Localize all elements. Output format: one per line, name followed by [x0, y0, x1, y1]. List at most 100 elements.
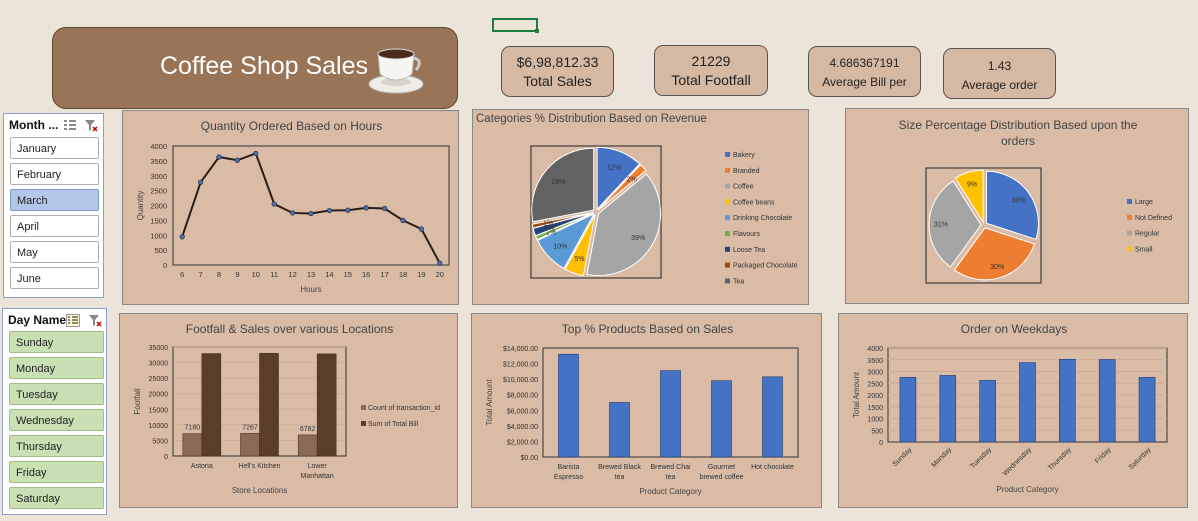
kpi-label: Total Sales — [523, 73, 592, 89]
data-point — [271, 201, 277, 207]
legend-swatch — [1127, 230, 1132, 236]
products-chart-panel[interactable]: Top % Products Based on Sales $0.00 $2,00… — [471, 313, 822, 508]
y-tick-label: 4000 — [867, 346, 883, 353]
bar — [1098, 359, 1116, 443]
multi-select-icon[interactable] — [63, 119, 77, 132]
y-tick-label: 2000 — [867, 393, 883, 400]
products-bar-chart: $0.00 $2,000.00 $4,000.00 $6,000.00 $8,000.0… — [485, 346, 799, 496]
bar — [899, 377, 917, 443]
month-item-june[interactable]: June — [10, 267, 99, 289]
month-slicer-header: Month ... — [9, 118, 59, 132]
bar — [201, 353, 222, 457]
bar — [558, 353, 579, 458]
data-point — [382, 205, 388, 212]
data-label: 9% — [967, 182, 977, 189]
y-tick-label: 30000 — [149, 361, 169, 368]
data-label: 30% — [990, 264, 1004, 271]
y-tick-label: 3000 — [150, 172, 167, 181]
y-tick-label: 2500 — [150, 187, 167, 196]
x-tick-label: tea — [615, 474, 625, 481]
data-point — [363, 205, 369, 211]
y-tick-label: $4,000.00 — [507, 424, 538, 431]
bar — [240, 433, 260, 457]
day-item-tuesday[interactable]: Tuesday — [9, 383, 104, 405]
kpi-value: 4.686367191 — [829, 56, 900, 70]
day-item-monday[interactable]: Monday — [9, 357, 104, 379]
kpi-total-footfall: 21229 Total Footfall — [654, 45, 768, 96]
legend-entry: Coffee beans — [733, 199, 775, 206]
y-tick-label: 1500 — [150, 216, 167, 225]
legend-entry: Branded — [733, 168, 760, 175]
clear-filter-icon[interactable] — [84, 119, 98, 132]
month-item-february[interactable]: February — [10, 163, 99, 185]
data-label: 6782 — [300, 426, 316, 433]
bar — [297, 434, 318, 457]
locations-chart-panel[interactable]: Footfall & Sales over various Locations … — [119, 313, 458, 508]
data-label: 5% — [574, 256, 584, 263]
day-item-sunday[interactable]: Sunday — [9, 331, 104, 353]
y-tick-label: 20000 — [149, 392, 169, 399]
legend-swatch — [725, 231, 730, 236]
kpi-label: Total Footfall — [671, 72, 751, 88]
legend-entry: Large — [1135, 199, 1153, 206]
categories-pie-panel[interactable]: Categories % Distribution Based on Reven… — [472, 109, 809, 305]
data-point — [179, 234, 185, 240]
x-tick-label: Wednesday — [1002, 446, 1033, 477]
legend-entry: Loose Tea — [733, 247, 765, 254]
day-item-wednesday[interactable]: Wednesday — [9, 409, 104, 431]
chart-title: Quantity Ordered Based on Hours — [200, 119, 383, 133]
x-tick-label: 18 — [399, 270, 407, 279]
month-item-january[interactable]: January — [10, 137, 99, 159]
legend-swatch — [1127, 214, 1132, 220]
legend-swatch — [725, 167, 730, 173]
day-item-saturday[interactable]: Saturday — [9, 487, 104, 509]
month-item-may[interactable]: May — [10, 241, 99, 263]
y-axis-label: Quantity — [136, 191, 145, 221]
data-label: 1% — [546, 229, 556, 236]
pie-slice — [954, 169, 984, 224]
pie-slice — [597, 164, 647, 211]
x-tick-label: 13 — [307, 270, 315, 279]
x-tick-label: Astoria — [191, 463, 213, 470]
month-item-march[interactable]: March — [10, 189, 99, 211]
kpi-value: 21229 — [691, 53, 731, 69]
legend-entry: Flavours — [733, 231, 760, 238]
pie-slice — [531, 212, 594, 229]
x-tick-label: tea — [666, 474, 676, 481]
bar — [1019, 362, 1036, 443]
y-axis-label: Total Amount — [852, 371, 861, 418]
x-tick-label: 19 — [417, 270, 425, 279]
x-tick-label: Gourmet — [708, 464, 735, 471]
legend-entry: Packaged Chocolate — [733, 263, 798, 270]
multi-select-icon[interactable] — [66, 314, 80, 327]
day-item-friday[interactable]: Friday — [9, 461, 104, 483]
x-tick-label: 12 — [288, 270, 296, 279]
x-tick-label: brewed coffee — [700, 474, 744, 481]
pie-slice — [596, 146, 641, 211]
x-tick-label: 6 — [180, 270, 184, 279]
x-tick-label: Hell's Kitchen — [238, 463, 280, 470]
y-tick-label: 1500 — [867, 405, 883, 412]
legend-entry: Not Defined — [1135, 215, 1172, 222]
hours-chart-panel[interactable]: Quantity Ordered Based on Hours 0 500 1000… — [122, 110, 459, 305]
data-point — [308, 210, 314, 217]
legend-swatch — [725, 278, 730, 284]
data-point — [326, 207, 332, 214]
clear-filter-icon[interactable] — [88, 314, 102, 327]
kpi-value: 1.43 — [987, 59, 1012, 73]
y-tick-label: 15000 — [149, 407, 169, 414]
data-point — [290, 210, 296, 216]
month-item-april[interactable]: April — [10, 215, 99, 237]
day-item-thursday[interactable]: Thursday — [9, 435, 104, 457]
selected-cell[interactable] — [492, 18, 539, 33]
data-point — [253, 150, 259, 157]
weekdays-chart-panel[interactable]: Order on Weekdays 0 500 1000 1500 2000 2500 30… — [838, 313, 1188, 508]
size-pie-panel[interactable]: Size Percentage Distribution Based upon … — [845, 108, 1189, 304]
data-label: 30% — [1012, 198, 1026, 205]
data-point — [216, 154, 222, 160]
bar — [1059, 358, 1076, 443]
x-axis-label: Product Category — [639, 487, 701, 496]
legend-swatch — [725, 262, 730, 268]
data-point — [197, 179, 204, 185]
kpi-average-bill: 4.686367191 Average Bill per — [808, 46, 921, 97]
